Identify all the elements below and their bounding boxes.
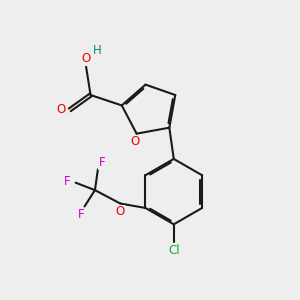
Text: F: F [99, 156, 106, 169]
Text: F: F [78, 208, 85, 221]
Text: O: O [116, 205, 125, 218]
Text: O: O [130, 136, 140, 148]
Text: Cl: Cl [168, 244, 180, 257]
Text: H: H [93, 44, 102, 57]
Text: O: O [57, 103, 66, 116]
Text: F: F [64, 175, 70, 188]
Text: O: O [81, 52, 90, 65]
